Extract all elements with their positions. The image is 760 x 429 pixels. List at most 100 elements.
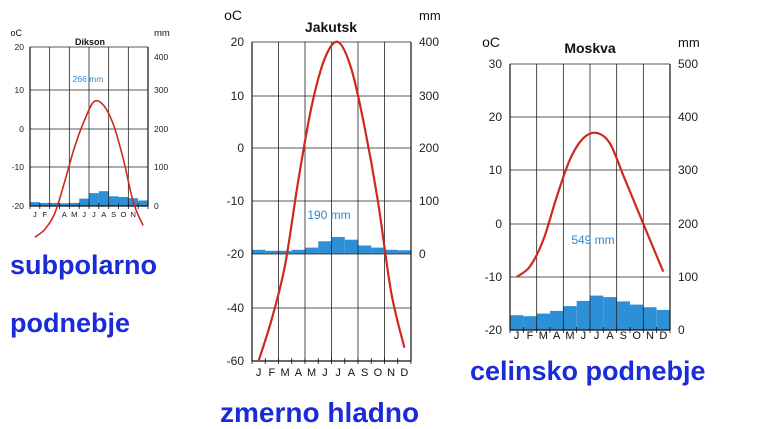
precip-tick-label: 400 [419, 35, 439, 49]
precip-bar [371, 247, 385, 254]
temp-tick-label: -10 [12, 162, 25, 172]
precip-tick-label: 100 [678, 270, 698, 284]
temperature-line [257, 40, 406, 362]
month-label: S [361, 367, 368, 379]
temp-tick-label: -60 [227, 354, 245, 368]
temp-unit-label: oC [224, 7, 242, 23]
precip-bar [563, 306, 577, 330]
caption-subpolar-line1: subpolarno [10, 250, 157, 280]
precip-bar [59, 203, 70, 206]
precip-bar [536, 313, 550, 330]
precip-bar [138, 200, 148, 206]
temperature-line [34, 99, 144, 238]
month-label: M [281, 367, 290, 379]
precip-bar [118, 197, 129, 206]
precip-bar [590, 295, 604, 330]
temp-tick-label: 0 [495, 217, 502, 231]
month-label: J [581, 330, 587, 342]
month-label: J [33, 210, 37, 219]
temp-tick-label: 10 [489, 163, 503, 177]
temp-tick-label: 20 [489, 110, 503, 124]
precip-bar [49, 202, 60, 206]
month-label: M [307, 367, 316, 379]
temp-tick-label: 30 [489, 57, 503, 71]
precip-tick-label: 400 [154, 52, 168, 62]
precip-bar [318, 241, 332, 254]
chart-title: Jakutsk [305, 19, 357, 35]
precip-bar [656, 309, 670, 330]
month-label: J [594, 330, 600, 342]
temp-tick-label: 20 [15, 42, 25, 52]
month-label: A [62, 210, 67, 219]
month-label: M [539, 330, 548, 342]
temp-tick-label: 0 [19, 124, 24, 134]
temp-tick-label: -10 [485, 270, 503, 284]
precip-tick-label: 300 [154, 85, 168, 95]
temp-tick-label: -20 [485, 323, 503, 337]
temp-tick-label: 20 [231, 35, 245, 49]
precip-tick-label: 200 [419, 141, 439, 155]
month-label: A [101, 210, 106, 219]
month-label: O [120, 210, 126, 219]
month-label: A [348, 367, 356, 379]
temp-tick-label: -10 [227, 194, 245, 208]
precip-bar [108, 196, 119, 207]
precip-tick-label: 0 [419, 247, 426, 261]
month-label: N [131, 210, 136, 219]
precip-bar [278, 250, 292, 254]
precip-bar [30, 202, 40, 206]
precip-tick-label: 200 [678, 217, 698, 231]
precip-bar [397, 250, 412, 254]
month-label: F [269, 367, 276, 379]
annual-precip-label: 266 mm [73, 74, 104, 84]
month-label: O [632, 330, 641, 342]
precip-unit-label: mm [419, 8, 441, 23]
caption-cold-temperate: zmerno hladno [220, 397, 420, 428]
month-label: A [553, 330, 561, 342]
precip-bar [384, 249, 398, 254]
precip-bar [79, 198, 89, 206]
month-label: J [335, 367, 341, 379]
precip-bar [344, 239, 359, 254]
month-label: N [387, 367, 395, 379]
month-label: M [565, 330, 574, 342]
precip-bar [630, 304, 644, 330]
annual-precip-label: 190 mm [307, 208, 350, 222]
temp-tick-label: -20 [12, 201, 25, 211]
precip-bar [603, 297, 617, 330]
temp-tick-label: -40 [227, 301, 245, 315]
month-label: J [322, 367, 328, 379]
precip-bar [523, 316, 537, 330]
precip-tick-label: 100 [154, 162, 168, 172]
precip-tick-label: 500 [678, 57, 698, 71]
precip-unit-label: mm [678, 35, 700, 50]
precip-bar [616, 301, 630, 330]
precip-bar [252, 249, 266, 254]
month-label: J [82, 210, 86, 219]
precip-bar [39, 202, 50, 206]
precip-tick-label: 0 [154, 201, 159, 211]
temp-tick-label: 10 [15, 85, 25, 95]
month-label: S [620, 330, 627, 342]
month-label: J [514, 330, 520, 342]
precip-bar [89, 193, 99, 206]
month-label: J [256, 367, 262, 379]
month-label: A [295, 367, 303, 379]
precip-tick-label: 400 [678, 110, 698, 124]
temp-tick-label: 10 [231, 89, 245, 103]
temp-unit-label: oC [482, 34, 500, 50]
temp-tick-label: 0 [237, 141, 244, 155]
precip-bar [358, 245, 372, 254]
temp-tick-label: -20 [227, 247, 245, 261]
month-label: F [42, 210, 47, 219]
precip-tick-label: 0 [678, 323, 685, 337]
caption-subpolar-line2: podnebje [10, 308, 130, 338]
precip-bar [98, 191, 109, 206]
month-label: D [659, 330, 667, 342]
temperature-line [516, 131, 665, 278]
temp-unit-label: oC [10, 28, 22, 38]
month-label: J [92, 210, 96, 219]
precip-bar [69, 202, 80, 206]
month-label: N [646, 330, 654, 342]
chart-title: Moskva [564, 40, 616, 56]
